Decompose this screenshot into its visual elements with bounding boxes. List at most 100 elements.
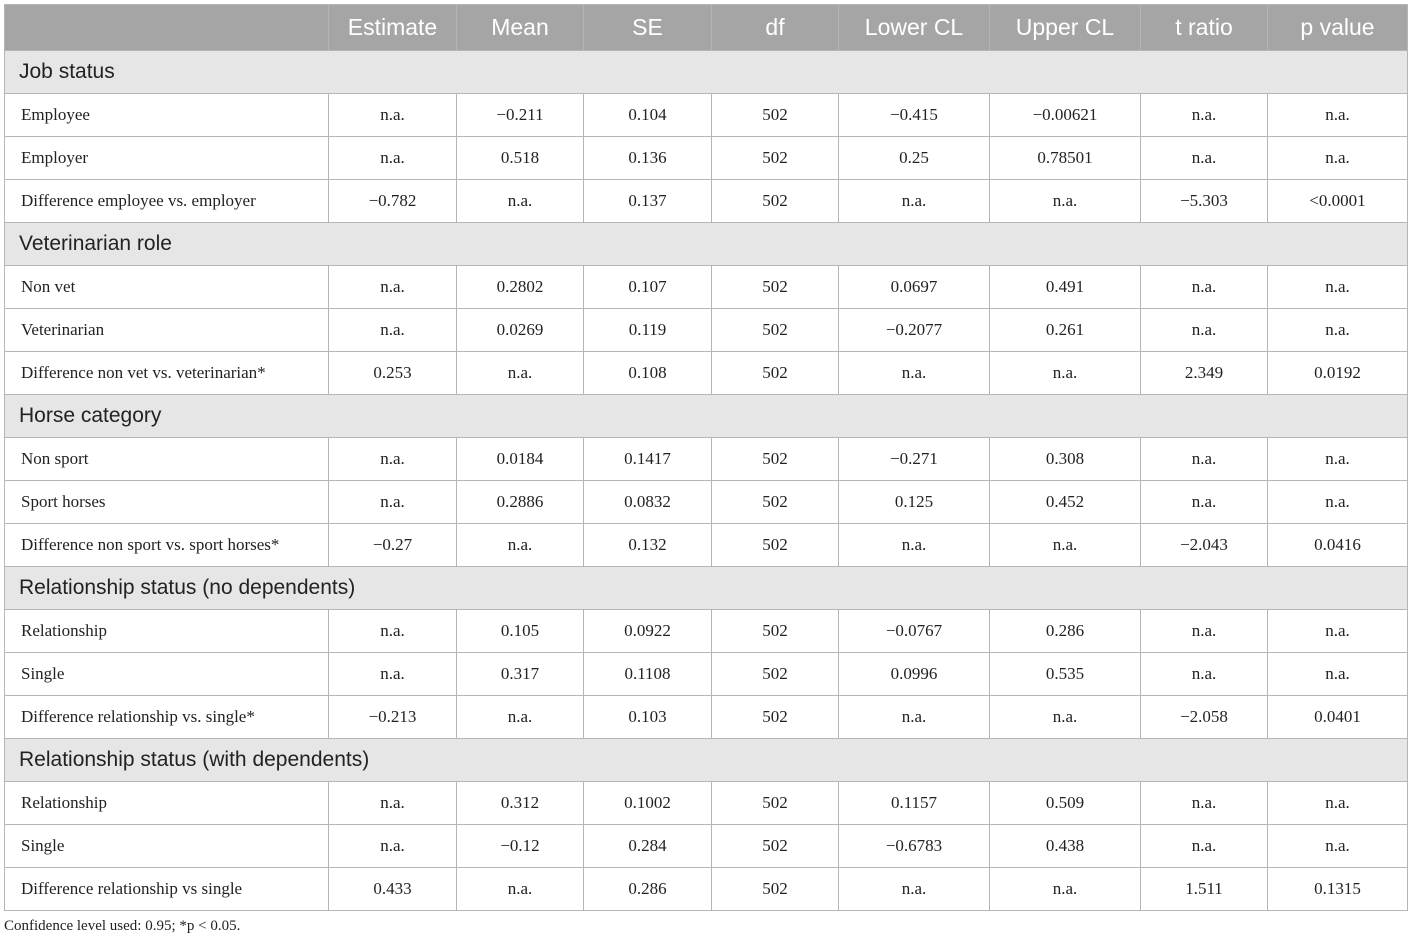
cell: −2.058 [1140,695,1268,739]
section-title: Veterinarian role [4,222,1408,266]
cell: 0.136 [583,136,712,180]
section-row: Veterinarian role [4,222,1408,266]
cell: n.a. [989,179,1141,223]
cell: 502 [711,308,839,352]
cell: −0.782 [328,179,457,223]
cell: 0.125 [838,480,990,524]
cell: 0.438 [989,824,1141,868]
cell: 0.1002 [583,781,712,825]
header-row: Estimate Mean SE df Lower CL Upper CL t ratio p… [4,4,1408,51]
cell: 0.103 [583,695,712,739]
cell: n.a. [1140,480,1268,524]
cell: n.a. [1267,308,1408,352]
cell: 0.137 [583,179,712,223]
cell: 0.1315 [1267,867,1408,911]
table: Estimate Mean SE df Lower CL Upper CL t ratio p… [4,4,1408,911]
cell: n.a. [1140,93,1268,137]
row-label: Difference employee vs. employer [4,179,329,223]
cell: 0.308 [989,437,1141,481]
cell: n.a. [328,136,457,180]
cell: −0.211 [456,93,584,137]
cell: 502 [711,695,839,739]
cell: 502 [711,437,839,481]
row-label: Single [4,652,329,696]
data-row: Relationship n.a. 0.312 0.1002 502 0.1157 0.50… [4,781,1408,825]
cell: 0.284 [583,824,712,868]
cell: n.a. [1140,652,1268,696]
cell: 0.535 [989,652,1141,696]
footnote: Confidence level used: 0.95; *p < 0.05. [4,918,241,934]
column-header: p value [1267,4,1408,51]
cell: 0.0697 [838,265,990,309]
cell: 0.2802 [456,265,584,309]
cell: n.a. [328,824,457,868]
cell: −5.303 [1140,179,1268,223]
cell: 502 [711,652,839,696]
column-header [4,4,329,51]
cell: n.a. [1140,781,1268,825]
cell: 0.0832 [583,480,712,524]
cell: 502 [711,480,839,524]
cell: n.a. [328,781,457,825]
cell: n.a. [989,523,1141,567]
cell: n.a. [1267,824,1408,868]
cell: 502 [711,867,839,911]
cell: 502 [711,93,839,137]
cell: 0.0192 [1267,351,1408,395]
cell: n.a. [838,523,990,567]
cell: n.a. [838,179,990,223]
cell: −0.0767 [838,609,990,653]
column-header: Lower CL [838,4,990,51]
cell: n.a. [1140,437,1268,481]
cell: n.a. [1140,136,1268,180]
cell: 0.491 [989,265,1141,309]
cell: −0.6783 [838,824,990,868]
cell: n.a. [328,437,457,481]
row-label: Sport horses [4,480,329,524]
cell: n.a. [989,351,1141,395]
cell: −0.415 [838,93,990,137]
cell: n.a. [838,867,990,911]
cell: 1.511 [1140,867,1268,911]
cell: n.a. [328,609,457,653]
row-label: Relationship [4,609,329,653]
cell: 502 [711,136,839,180]
section-title: Job status [4,50,1408,94]
cell: 502 [711,824,839,868]
cell: n.a. [1267,652,1408,696]
section-title: Relationship status (with dependents) [4,738,1408,782]
cell: n.a. [328,93,457,137]
cell: −0.12 [456,824,584,868]
data-row: Difference relationship vs. single* −0.21… [4,695,1408,739]
row-label: Employee [4,93,329,137]
column-header: t ratio [1140,4,1268,51]
cell: n.a. [1140,308,1268,352]
row-label: Non sport [4,437,329,481]
cell: n.a. [1267,265,1408,309]
row-label: Veterinarian [4,308,329,352]
cell: 0.132 [583,523,712,567]
cell: 0.518 [456,136,584,180]
cell: 0.0922 [583,609,712,653]
cell: n.a. [989,867,1141,911]
row-label: Difference relationship vs single [4,867,329,911]
cell: n.a. [328,265,457,309]
cell: 0.104 [583,93,712,137]
cell: 2.349 [1140,351,1268,395]
section-row: Relationship status (no dependents) [4,566,1408,610]
cell: 0.105 [456,609,584,653]
cell: 0.452 [989,480,1141,524]
cell: 502 [711,179,839,223]
cell: −0.27 [328,523,457,567]
cell: n.a. [838,695,990,739]
section-row: Job status [4,50,1408,94]
cell: n.a. [456,179,584,223]
cell: 0.1157 [838,781,990,825]
cell: 0.0416 [1267,523,1408,567]
cell: 0.312 [456,781,584,825]
column-header: Estimate [328,4,457,51]
data-row: Difference non sport vs. sport horses* −0… [4,523,1408,567]
row-label: Difference non vet vs. veterinarian* [4,351,329,395]
cell: n.a. [989,695,1141,739]
cell: 502 [711,351,839,395]
